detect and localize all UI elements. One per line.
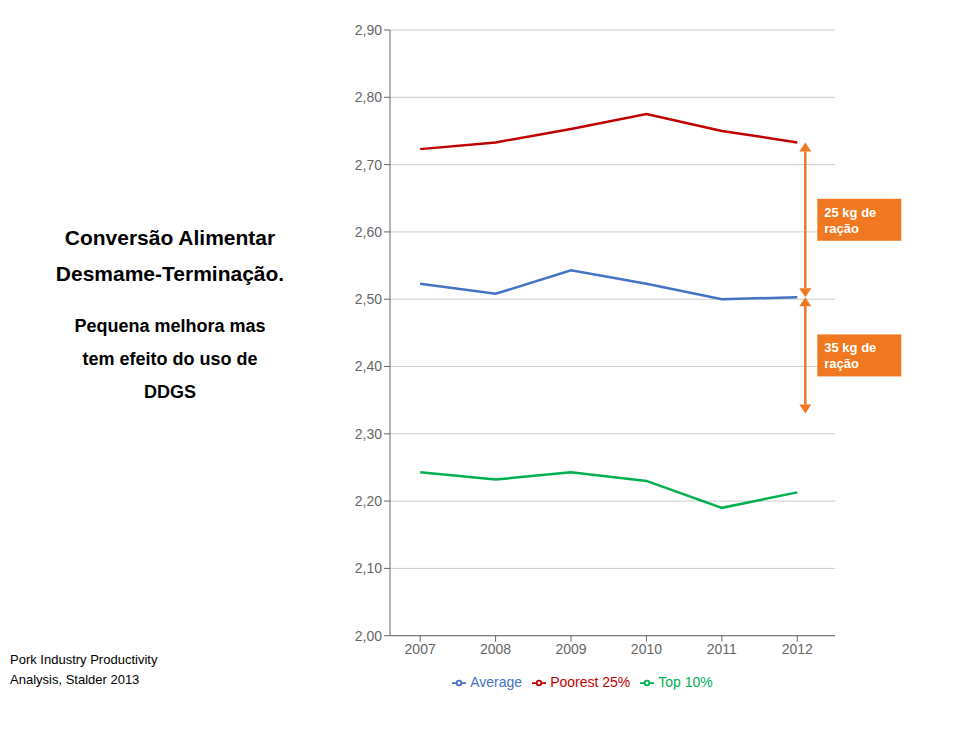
svg-text:2,30: 2,30 [355,426,382,442]
html-text:Analysis, Stalder 2013: Analysis, Stalder 2013 [10,672,140,687]
svg-text:2,20: 2,20 [355,493,382,509]
svg-text:2010: 2010 [631,641,662,657]
svg-text:25 kg deração: 25 kg deração [824,205,876,236]
html-text:Desmame-Terminação.: Desmame-Terminação. [55,262,285,285]
svg-text:2,80: 2,80 [355,89,382,105]
html-text:Pequena melhora mas: Pequena melhora mas [74,316,266,336]
html-text:DDGS: DDGS [144,382,196,402]
svg-text:2012: 2012 [782,641,813,657]
svg-text:35 kg deração: 35 kg deração [824,340,876,371]
html-text:Average: Average [470,673,523,690]
svg-text:2,10: 2,10 [355,560,382,576]
svg-text:2008: 2008 [480,641,511,657]
html-text:Top 10%: Top 10% [658,673,713,690]
html-text:Pork Industry Productivity: Pork Industry Productivity [10,652,158,667]
svg-text:2,50: 2,50 [355,291,382,307]
svg-text:2,60: 2,60 [355,224,382,240]
svg-text:2007: 2007 [405,641,436,657]
html-text:tem efeito do uso de: tem efeito do uso de [82,349,258,369]
html-text:Conversão Alimentar: Conversão Alimentar [64,226,276,249]
svg-text:2009: 2009 [555,641,586,657]
svg-text:2,00: 2,00 [355,628,382,644]
svg-text:2,40: 2,40 [355,358,382,374]
svg-text:2,70: 2,70 [355,157,382,173]
html-text:Poorest 25%: Poorest 25% [550,673,631,690]
svg-text:2,90: 2,90 [355,22,382,38]
svg-text:2011: 2011 [707,641,737,657]
